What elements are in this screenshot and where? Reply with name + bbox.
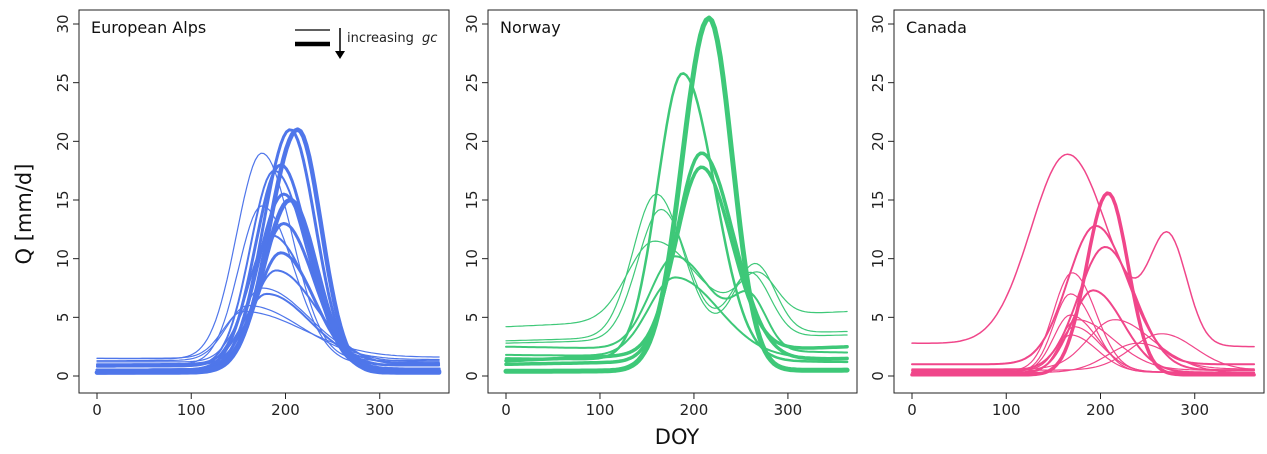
y-tick-label: 20 [54, 132, 72, 151]
legend-arrow-head [335, 51, 345, 59]
y-tick-label: 25 [54, 73, 72, 92]
hydrograph-line [96, 310, 440, 359]
plot-frame [487, 9, 858, 394]
y-tick-label: 15 [54, 190, 72, 209]
y-tick-label: 25 [869, 73, 887, 92]
y-axis-title: Q [mm/d] [12, 164, 36, 265]
legend: increasing gc [295, 28, 437, 59]
hydrograph-line [911, 289, 1256, 374]
x-tick-label: 300 [1180, 401, 1209, 419]
x-tick-label: 100 [586, 401, 615, 419]
y-tick-label: 20 [463, 132, 481, 151]
hydrograph-line [911, 153, 1255, 348]
x-tick-label: 200 [271, 401, 300, 419]
y-tick-label: 0 [54, 371, 72, 381]
panel-title-canada: Canada [906, 18, 967, 37]
y-tick-label: 15 [463, 190, 481, 209]
y-tick-label: 5 [869, 313, 887, 323]
panel-title-european-alps: European Alps [91, 18, 206, 37]
hydrograph-line [503, 15, 850, 374]
plot-frame [78, 9, 450, 394]
legend-text: increasing [347, 31, 414, 46]
hydrograph-line [95, 192, 441, 372]
y-tick-label: 0 [869, 371, 887, 381]
hydrograph-line [505, 255, 849, 354]
plot-frame [893, 9, 1265, 394]
hydrograph-line [96, 269, 441, 367]
y-tick-label: 30 [869, 14, 887, 33]
y-tick-label: 5 [463, 313, 481, 323]
y-tick-label: 30 [54, 14, 72, 33]
x-tick-label: 0 [92, 401, 102, 419]
x-tick-label: 0 [501, 401, 511, 419]
hydrograph-line [95, 251, 441, 372]
hydrograph-line [911, 293, 1255, 374]
x-tick-label: 0 [907, 401, 917, 419]
panel-title-norway: Norway [500, 18, 561, 37]
x-tick-label: 300 [774, 401, 803, 419]
hydrograph-line [911, 319, 1255, 370]
y-tick-label: 15 [869, 190, 887, 209]
x-tick-label: 200 [680, 401, 709, 419]
svg-text:increasing gc: increasing gc [347, 31, 437, 46]
legend-symbol: gc [422, 31, 437, 46]
y-tick-label: 10 [869, 249, 887, 268]
y-tick-label: 10 [463, 249, 481, 268]
x-tick-label: 200 [1086, 401, 1115, 419]
y-tick-label: 25 [463, 73, 481, 92]
hydrograph-line [504, 165, 849, 363]
x-axis-title: DOY [655, 425, 700, 449]
y-tick-label: 10 [54, 249, 72, 268]
hydrograph-line [505, 240, 848, 328]
y-tick-label: 20 [869, 132, 887, 151]
y-tick-label: 30 [463, 14, 481, 33]
hydrograph-line [910, 191, 1256, 377]
y-tick-label: 0 [463, 371, 481, 381]
x-tick-label: 300 [365, 401, 394, 419]
hydrograph-line [911, 342, 1255, 374]
y-tick-label: 5 [54, 313, 72, 323]
hydrograph-line [96, 292, 441, 366]
x-tick-label: 100 [177, 401, 206, 419]
hydrograph-line [911, 224, 1256, 366]
hydrograph-line [94, 197, 442, 375]
hydrograph-line [96, 305, 440, 362]
x-tick-label: 100 [992, 401, 1021, 419]
hydrograph-line [911, 246, 1256, 372]
hydrograph-line [96, 287, 440, 363]
